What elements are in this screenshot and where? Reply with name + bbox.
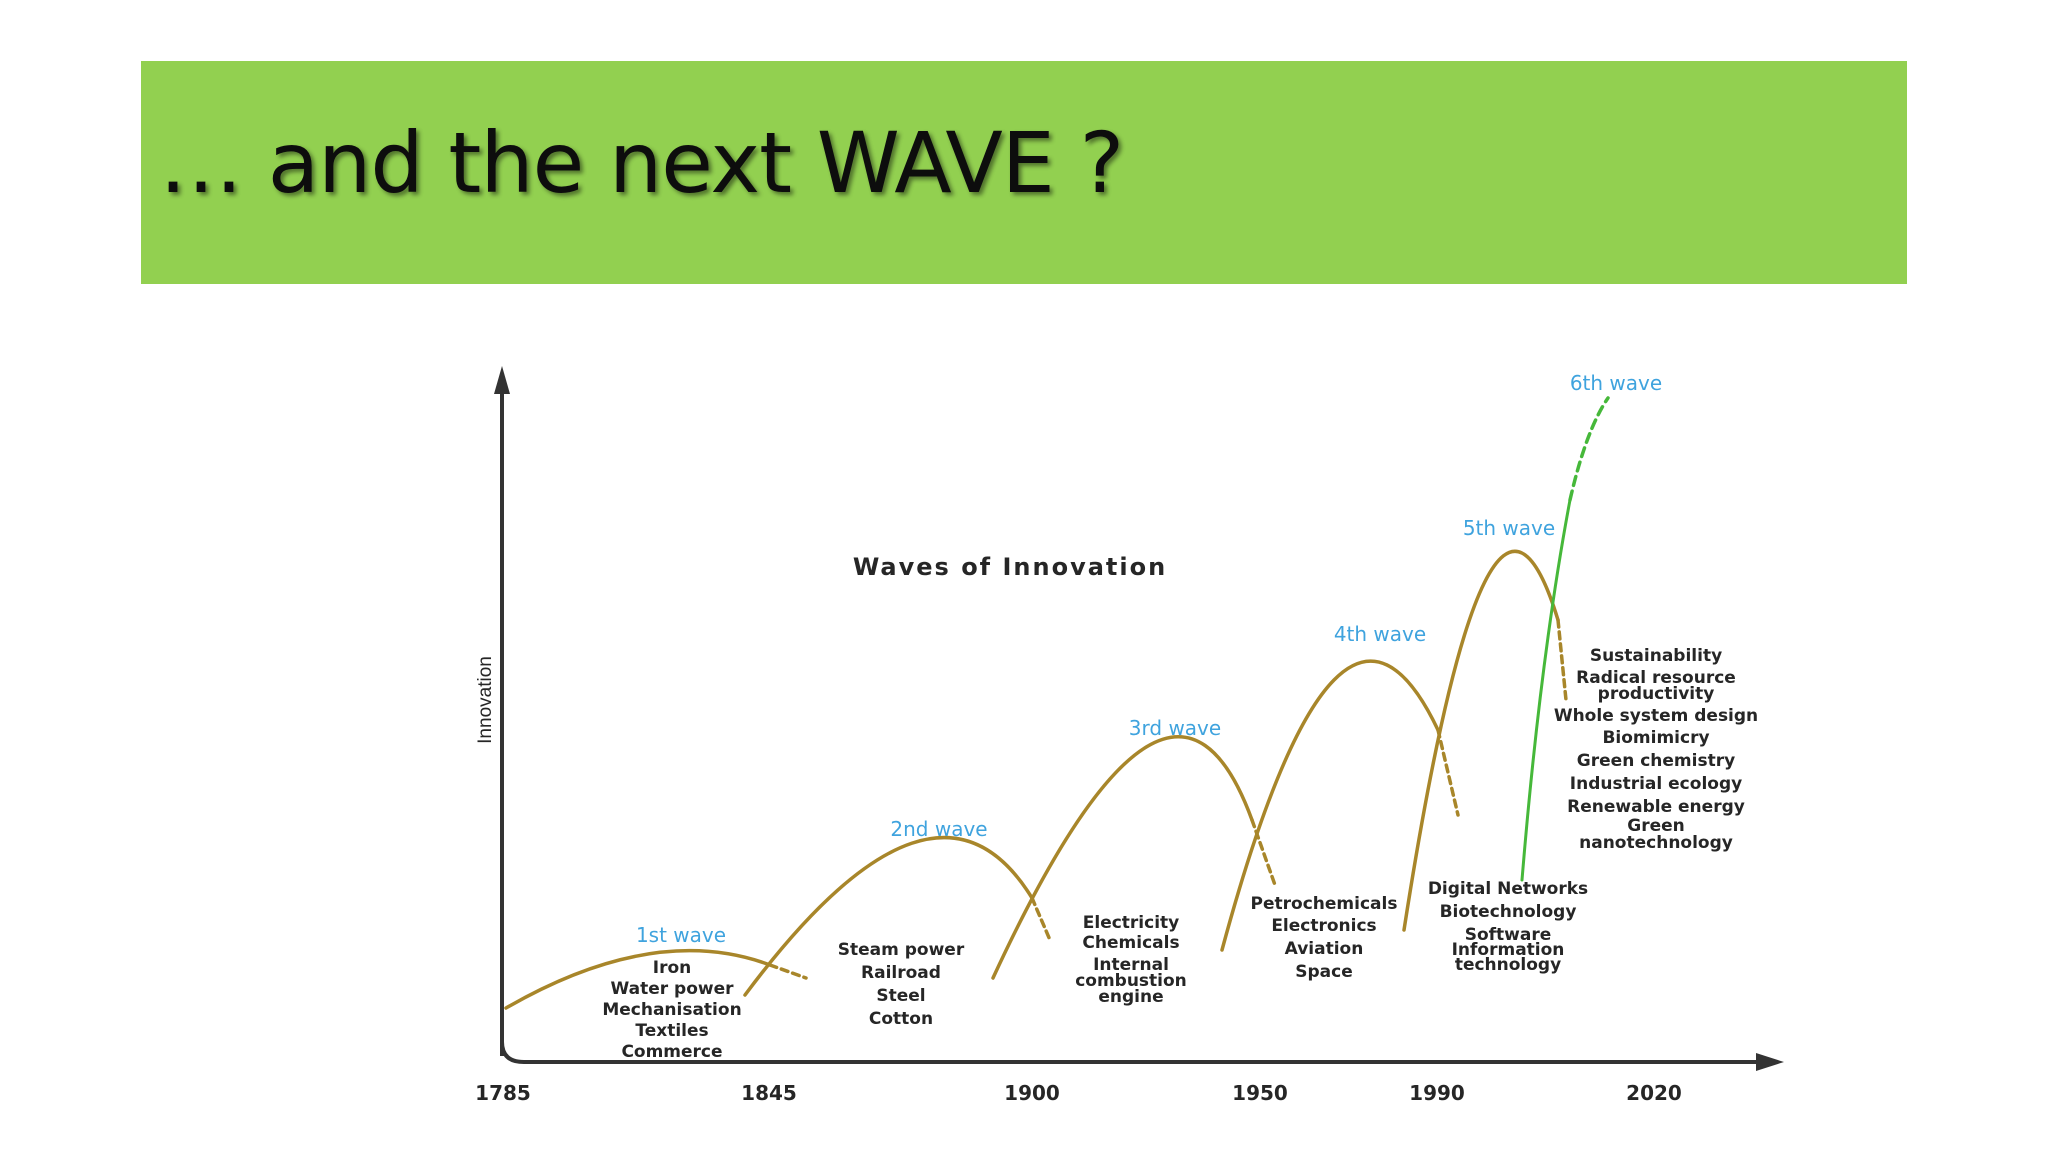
- tech-item: nanotechnology: [1579, 833, 1733, 853]
- wave-1-technologies: Iron Water power Mechanisation Textiles …: [602, 958, 741, 1062]
- wave-curve-6-tail: [1568, 396, 1610, 502]
- wave-3-technologies: Electricity Chemicals Internal combustio…: [1075, 913, 1187, 1007]
- wave-2-technologies: Steam power Railroad Steel Cotton: [838, 940, 965, 1029]
- tech-item: Radical resource: [1576, 668, 1736, 688]
- tech-item: Biomimicry: [1602, 728, 1709, 748]
- year-labels: 1785 1845 1900 1950 1990 2020: [475, 1081, 1682, 1105]
- tech-item: Biotechnology: [1440, 902, 1577, 922]
- tech-item: Mechanisation: [602, 1000, 741, 1020]
- tech-item: combustion: [1075, 971, 1187, 991]
- wave-curve-5-tail: [1556, 618, 1568, 702]
- diagram-title: Waves of Innovation: [853, 553, 1167, 581]
- year-label: 1950: [1232, 1081, 1288, 1105]
- tech-item: engine: [1098, 987, 1163, 1007]
- tech-item: Textiles: [635, 1021, 708, 1041]
- slide-title: … and the next WAVE ?: [159, 114, 1124, 212]
- tech-item: Information: [1452, 940, 1565, 960]
- tech-item: Renewable energy: [1567, 797, 1745, 817]
- tech-item: Internal: [1093, 955, 1169, 975]
- wave-label-6: 6th wave: [1570, 371, 1662, 395]
- x-axis-arrowhead: [1756, 1053, 1784, 1071]
- y-axis-label: Innovation: [475, 656, 496, 744]
- y-axis-arrowhead: [494, 366, 510, 394]
- year-label: 1900: [1004, 1081, 1060, 1105]
- wave-5-technologies: Digital Networks Biotechnology Software …: [1428, 879, 1588, 975]
- tech-item: Software: [1465, 925, 1552, 945]
- tech-item: Space: [1295, 962, 1353, 982]
- tech-item: productivity: [1598, 684, 1715, 704]
- tech-item: Green: [1627, 816, 1685, 836]
- year-label: 2020: [1626, 1081, 1682, 1105]
- tech-item: technology: [1455, 955, 1561, 975]
- tech-item: Steam power: [838, 940, 965, 960]
- tech-item: Petrochemicals: [1251, 894, 1398, 914]
- year-label: 1785: [475, 1081, 531, 1105]
- wave-curve-3-tail: [1250, 818, 1277, 887]
- slide-header: … and the next WAVE ?: [141, 61, 1907, 284]
- wave-curve-1: [504, 948, 772, 1010]
- wave-label-1: 1st wave: [636, 923, 726, 947]
- tech-item: Cotton: [869, 1009, 933, 1029]
- tech-item: Whole system design: [1554, 706, 1758, 726]
- wave-label-4: 4th wave: [1334, 622, 1426, 646]
- tech-item: Iron: [653, 958, 692, 978]
- wave-label-2: 2nd wave: [890, 817, 987, 841]
- axes: [494, 366, 1784, 1071]
- wave-curve-4: [1220, 659, 1440, 952]
- wave-curve-2-tail: [1030, 896, 1052, 942]
- tech-item: Green chemistry: [1577, 751, 1735, 771]
- wave-curves: [504, 396, 1610, 1010]
- tech-item: Industrial ecology: [1570, 774, 1742, 794]
- wave-label-5: 5th wave: [1463, 516, 1555, 540]
- wave-curve-6: [1520, 498, 1572, 882]
- tech-item: Electronics: [1271, 916, 1376, 936]
- wave-curve-1-tail: [768, 963, 808, 980]
- wave-curve-2: [743, 835, 1034, 997]
- wave-6-technologies: Sustainability Radical resource producti…: [1554, 646, 1758, 853]
- wave-curve-5: [1402, 549, 1560, 932]
- tech-item: Chemicals: [1082, 933, 1179, 953]
- wave-labels: 1st wave 2nd wave 3rd wave 4th wave 5th …: [636, 371, 1662, 947]
- tech-item: Sustainability: [1590, 646, 1722, 666]
- x-axis-line: [500, 1041, 1758, 1064]
- tech-item: Railroad: [861, 963, 941, 983]
- wave-curve-3: [991, 735, 1254, 980]
- tech-item: Water power: [610, 979, 734, 999]
- wave-label-3: 3rd wave: [1129, 716, 1221, 740]
- tech-item: Aviation: [1285, 939, 1364, 959]
- wave-curve-4-tail: [1436, 728, 1460, 817]
- year-label: 1990: [1409, 1081, 1465, 1105]
- tech-item: Digital Networks: [1428, 879, 1588, 899]
- wave-4-technologies: Petrochemicals Electronics Aviation Spac…: [1251, 894, 1398, 982]
- tech-item: Electricity: [1083, 913, 1180, 933]
- tech-item: Commerce: [621, 1042, 722, 1062]
- tech-item: Steel: [876, 986, 925, 1006]
- year-label: 1845: [741, 1081, 797, 1105]
